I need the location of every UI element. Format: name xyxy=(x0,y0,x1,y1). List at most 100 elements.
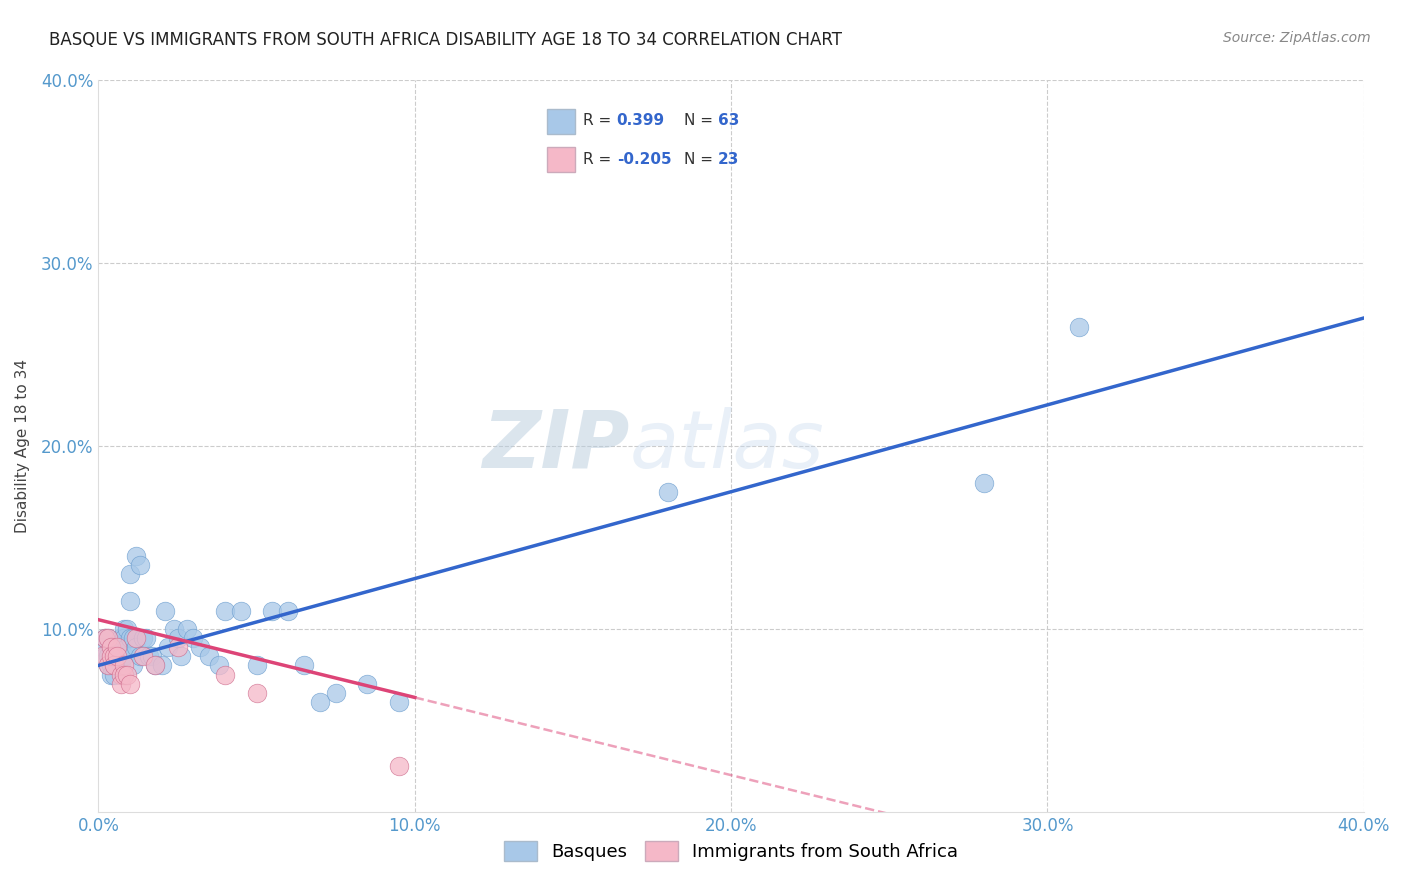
Point xyxy=(103,649,125,664)
Point xyxy=(93,631,117,645)
Point xyxy=(103,658,125,673)
Point xyxy=(388,695,411,709)
Legend: Basques, Immigrants from South Africa: Basques, Immigrants from South Africa xyxy=(496,834,966,869)
Point xyxy=(157,640,180,655)
Point xyxy=(100,667,122,681)
Point xyxy=(153,603,176,617)
Point xyxy=(90,649,112,664)
Point xyxy=(1067,320,1090,334)
Text: 23: 23 xyxy=(718,152,740,167)
Point xyxy=(166,631,188,645)
Point xyxy=(132,631,155,645)
Point xyxy=(138,649,160,664)
Point xyxy=(246,686,269,700)
Point xyxy=(103,649,125,664)
Text: 0.399: 0.399 xyxy=(617,113,665,128)
Point xyxy=(183,631,205,645)
Point xyxy=(388,759,411,773)
Point xyxy=(97,649,120,664)
Point xyxy=(107,658,129,673)
Point xyxy=(115,640,138,655)
Point xyxy=(112,658,135,673)
Point xyxy=(125,631,148,645)
Point xyxy=(107,640,129,655)
Point xyxy=(93,631,117,645)
Point xyxy=(132,649,155,664)
Point xyxy=(110,631,132,645)
Point xyxy=(110,658,132,673)
Point xyxy=(110,640,132,655)
Point xyxy=(169,649,191,664)
Point xyxy=(188,640,211,655)
Text: N =: N = xyxy=(685,152,718,167)
Text: atlas: atlas xyxy=(630,407,825,485)
Point xyxy=(277,603,299,617)
Point xyxy=(150,658,173,673)
Point xyxy=(120,631,141,645)
Point xyxy=(309,695,332,709)
Point xyxy=(214,603,236,617)
Point xyxy=(100,658,122,673)
Point xyxy=(135,631,157,645)
Point xyxy=(120,567,141,582)
Point xyxy=(246,658,269,673)
Text: BASQUE VS IMMIGRANTS FROM SOUTH AFRICA DISABILITY AGE 18 TO 34 CORRELATION CHART: BASQUE VS IMMIGRANTS FROM SOUTH AFRICA D… xyxy=(49,31,842,49)
Point xyxy=(163,622,186,636)
Point xyxy=(208,658,231,673)
Point xyxy=(93,649,117,664)
Point xyxy=(110,649,132,664)
Text: 63: 63 xyxy=(718,113,740,128)
Point xyxy=(145,658,166,673)
Point xyxy=(90,640,112,655)
Point xyxy=(122,658,145,673)
Point xyxy=(100,640,122,655)
Point xyxy=(115,622,138,636)
Text: Source: ZipAtlas.com: Source: ZipAtlas.com xyxy=(1223,31,1371,45)
Point xyxy=(198,649,221,664)
Point xyxy=(292,658,315,673)
Point xyxy=(97,658,120,673)
Point xyxy=(325,686,347,700)
Point xyxy=(100,649,122,664)
Point xyxy=(110,676,132,690)
Point xyxy=(122,631,145,645)
Y-axis label: Disability Age 18 to 34: Disability Age 18 to 34 xyxy=(15,359,30,533)
Point xyxy=(115,667,138,681)
Text: R =: R = xyxy=(583,113,621,128)
Text: ZIP: ZIP xyxy=(482,407,630,485)
Point xyxy=(262,603,284,617)
Point xyxy=(97,631,120,645)
Point xyxy=(973,475,995,490)
Point xyxy=(125,549,148,563)
Point xyxy=(356,676,378,690)
Point xyxy=(103,667,125,681)
Point xyxy=(112,631,135,645)
Point xyxy=(145,658,166,673)
FancyBboxPatch shape xyxy=(547,109,575,134)
Point xyxy=(166,640,188,655)
Text: N =: N = xyxy=(685,113,718,128)
Point xyxy=(229,603,252,617)
Point xyxy=(128,649,150,664)
Point xyxy=(103,640,125,655)
Point xyxy=(107,640,129,655)
Point xyxy=(100,640,122,655)
Text: -0.205: -0.205 xyxy=(617,152,672,167)
Point xyxy=(107,649,129,664)
Point xyxy=(107,649,129,664)
Point xyxy=(103,658,125,673)
Point xyxy=(214,667,236,681)
Text: R =: R = xyxy=(583,152,616,167)
Point xyxy=(112,649,135,664)
Point xyxy=(120,676,141,690)
Point xyxy=(141,649,163,664)
Point xyxy=(97,658,120,673)
Point xyxy=(112,622,135,636)
Point xyxy=(97,631,120,645)
Point xyxy=(657,484,679,499)
Point xyxy=(112,667,135,681)
FancyBboxPatch shape xyxy=(547,147,575,172)
Point xyxy=(125,640,148,655)
Point xyxy=(120,594,141,608)
Point xyxy=(110,667,132,681)
